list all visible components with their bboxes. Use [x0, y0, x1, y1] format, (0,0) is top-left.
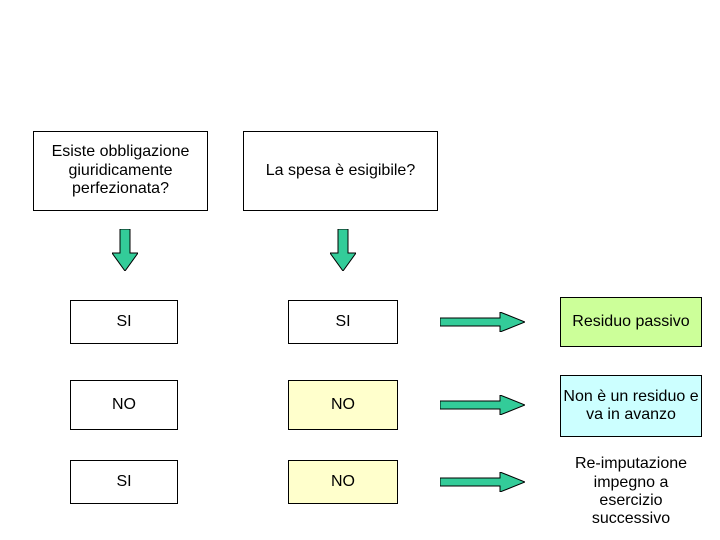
result-row2-text: Non è un residuo e va in avanzo — [561, 388, 701, 425]
header-question-1: Esiste obbligazione giuridicamente perfe… — [33, 131, 208, 211]
right-arrow-1 — [440, 312, 525, 332]
col2-row2: NO — [288, 380, 398, 430]
col1-row1: SI — [70, 300, 178, 344]
col1-row2: NO — [70, 380, 178, 430]
col2-row1: SI — [288, 300, 398, 344]
col2-row3: NO — [288, 460, 398, 504]
col2-row2-text: NO — [331, 396, 355, 414]
result-row3: Re-imputazione impegno a esercizio succe… — [560, 452, 702, 532]
col1-row3: SI — [70, 460, 178, 504]
col2-row1-text: SI — [335, 313, 350, 331]
result-row3-text: Re-imputazione impegno a esercizio succe… — [560, 455, 702, 529]
col1-row2-text: NO — [112, 396, 136, 414]
header-question-2-text: La spesa è esigibile? — [266, 162, 415, 180]
col1-row3-text: SI — [116, 473, 131, 491]
col1-row1-text: SI — [116, 313, 131, 331]
down-arrow-2 — [330, 229, 356, 271]
header-question-1-text: Esiste obbligazione giuridicamente perfe… — [34, 143, 207, 198]
result-row1-text: Residuo passivo — [572, 313, 689, 331]
right-arrow-2 — [440, 395, 525, 415]
right-arrow-3 — [440, 472, 525, 492]
result-row2: Non è un residuo e va in avanzo — [560, 375, 702, 437]
result-row1: Residuo passivo — [560, 297, 702, 347]
header-question-2: La spesa è esigibile? — [243, 131, 438, 211]
down-arrow-1 — [112, 229, 138, 271]
col2-row3-text: NO — [331, 473, 355, 491]
